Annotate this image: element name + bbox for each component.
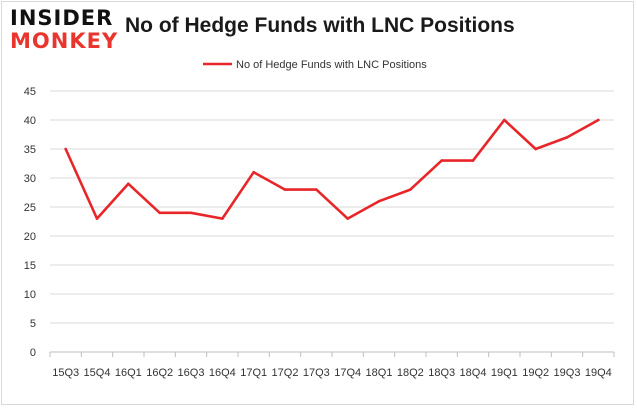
data-point-15Q3: [64, 147, 67, 151]
x-tick-label-15Q4: 15Q4: [84, 367, 111, 379]
chart-title: No of Hedge Funds with LNC Positions: [125, 14, 515, 37]
y-tick-label-5: 5: [30, 318, 36, 330]
x-tick-label-18Q4: 18Q4: [460, 367, 487, 379]
logo-line-2: MONKEY: [10, 29, 119, 53]
x-tick-label-19Q2: 19Q2: [522, 367, 549, 379]
x-tick-label-19Q4: 19Q4: [585, 367, 612, 379]
series-line-0: [64, 118, 600, 220]
series-layer: [64, 118, 600, 220]
y-axis-ticks: 0 5 10 15 20 25 30 35 40 45: [24, 86, 36, 359]
x-tick-label-17Q4: 17Q4: [334, 367, 361, 379]
data-point-16Q2: [158, 211, 161, 215]
x-tick-label-15Q3: 15Q3: [52, 367, 79, 379]
legend-label: No of Hedge Funds with LNC Positions: [236, 59, 427, 71]
data-point-18Q1: [377, 199, 381, 203]
x-tick-label-16Q3: 16Q3: [178, 367, 205, 379]
data-point-19Q2: [534, 147, 537, 151]
x-tick-label-16Q1: 16Q1: [115, 367, 142, 379]
y-tick-label-40: 40: [24, 115, 36, 127]
data-point-18Q2: [409, 188, 412, 191]
x-tick-label-18Q3: 18Q3: [428, 367, 455, 379]
data-point-17Q2: [283, 188, 287, 191]
x-tick-label-19Q1: 19Q1: [491, 367, 518, 379]
x-tick-label-19Q3: 19Q3: [554, 367, 581, 379]
data-point-16Q1: [127, 182, 130, 186]
x-axis-ticks: 15Q3 15Q4 16Q1 16Q2 16Q3 16Q4 17Q1 17Q2 17Q3 17Q4…: [52, 367, 612, 379]
y-tick-label-35: 35: [24, 144, 36, 156]
y-tick-label-20: 20: [24, 231, 36, 243]
data-point-19Q3: [565, 136, 569, 139]
data-point-19Q4: [597, 118, 600, 122]
x-tick-label-18Q2: 18Q2: [397, 367, 424, 379]
x-tick-label-17Q2: 17Q2: [272, 367, 299, 379]
data-point-17Q3: [315, 188, 318, 191]
grid-lines: [49, 90, 615, 357]
data-point-17Q4: [346, 217, 349, 220]
data-point-18Q4: [471, 159, 475, 162]
data-point-16Q3: [189, 211, 193, 215]
y-tick-label-25: 25: [24, 202, 36, 214]
logo-line-1: INSIDER: [10, 6, 114, 30]
data-point-19Q1: [503, 118, 506, 122]
data-point-17Q1: [252, 170, 255, 174]
legend: No of Hedge Funds with LNC Positions: [203, 59, 427, 71]
y-tick-label-10: 10: [24, 289, 36, 301]
x-tick-label-17Q1: 17Q1: [240, 367, 267, 379]
data-point-15Q4: [95, 217, 99, 220]
x-tick-label-16Q4: 16Q4: [209, 367, 236, 379]
insider-monkey-logo: INSIDER MONKEY: [10, 6, 119, 55]
x-tick-label-18Q1: 18Q1: [366, 367, 393, 379]
y-tick-label-45: 45: [24, 86, 36, 98]
x-tick-label-16Q2: 16Q2: [146, 367, 173, 379]
data-point-16Q4: [221, 217, 224, 220]
data-point-18Q3: [440, 159, 443, 162]
x-tick-label-17Q3: 17Q3: [303, 367, 330, 379]
y-tick-label-0: 0: [30, 347, 36, 359]
y-tick-label-15: 15: [24, 260, 36, 272]
y-tick-label-30: 30: [24, 173, 36, 185]
